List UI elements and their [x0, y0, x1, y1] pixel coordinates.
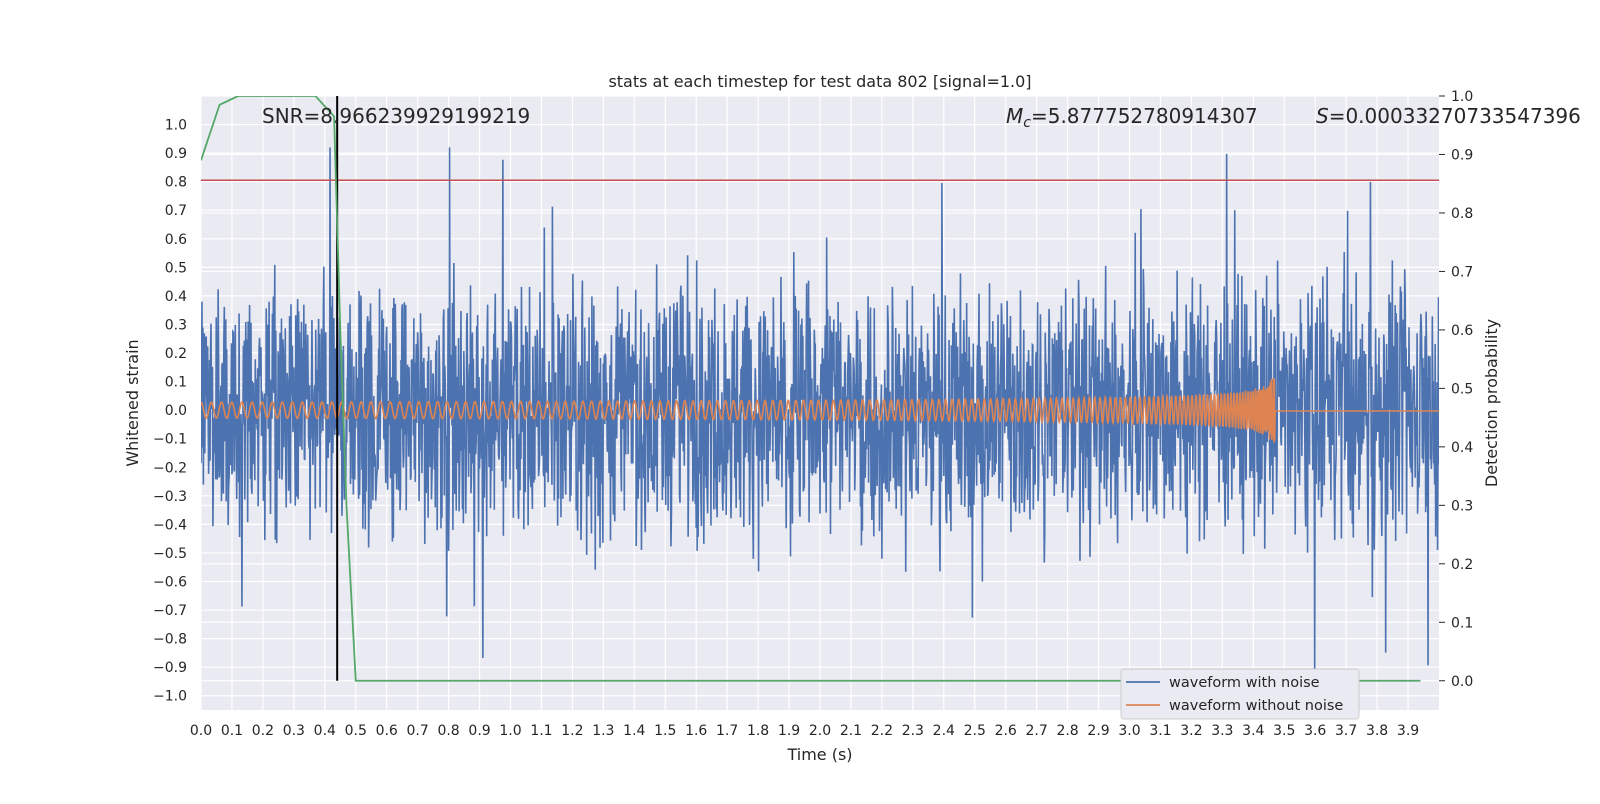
- x-tick-0.8: 0.8: [437, 723, 459, 739]
- y-right-tick: 0.4: [1451, 440, 1473, 456]
- x-tick-3.6: 3.6: [1304, 723, 1326, 739]
- y-right-tick: 0.1: [1451, 615, 1473, 631]
- y-left-tick: 0.1: [165, 375, 187, 391]
- x-tick-1.0: 1.0: [499, 723, 521, 739]
- series-waveform-with-noise: [201, 147, 1439, 682]
- x-tick-1.6: 1.6: [685, 723, 707, 739]
- y-axis-right-ticks: 1.0 0.9 0.8 0.7 0.6 0.5 0.4 0.3 0.2 0.1 0.0: [1439, 89, 1473, 690]
- x-tick-1.8: 1.8: [747, 723, 769, 739]
- x-tick-2.8: 2.8: [1056, 723, 1078, 739]
- y-left-tick: 0.5: [165, 260, 187, 276]
- x-tick-2.3: 2.3: [902, 723, 924, 739]
- x-tick-3.2: 3.2: [1180, 723, 1202, 739]
- x-tick-1.7: 1.7: [716, 723, 738, 739]
- y-left-tick: −0.1: [153, 432, 187, 448]
- x-tick-3.8: 3.8: [1366, 723, 1388, 739]
- x-tick-3.3: 3.3: [1211, 723, 1233, 739]
- x-axis-label: Time (s): [786, 745, 852, 764]
- snr-annotation: SNR=8.966239929199219: [262, 104, 530, 128]
- x-tick-3.7: 3.7: [1335, 723, 1357, 739]
- y-left-tick: −0.5: [153, 546, 187, 562]
- x-tick-0.2: 0.2: [252, 723, 274, 739]
- series-waveform-without-noise: [201, 377, 1439, 443]
- x-tick-2.1: 2.1: [840, 723, 862, 739]
- legend-label-clean: waveform without noise: [1169, 698, 1343, 714]
- y-right-tick: 0.5: [1451, 381, 1473, 397]
- series-detection-probability: [201, 96, 1421, 682]
- y-right-tick: 0.7: [1451, 264, 1473, 280]
- legend: waveform with noise waveform without noi…: [1120, 668, 1360, 720]
- y-axis-left-label: Whitened strain: [123, 339, 142, 466]
- x-tick-3.1: 3.1: [1149, 723, 1171, 739]
- y-left-tick: 0.4: [165, 289, 187, 305]
- y-left-tick: −0.7: [153, 603, 187, 619]
- y-axis-left-ticks: 1.0 0.9 0.8 0.7 0.6 0.5 0.4 0.3 0.2 0.1 0.0 −0.1 −0.…: [153, 118, 187, 705]
- y-left-tick: 0.8: [165, 175, 187, 191]
- x-tick-2.7: 2.7: [1026, 723, 1048, 739]
- y-right-tick: 0.3: [1451, 498, 1473, 514]
- x-tick-1.3: 1.3: [592, 723, 614, 739]
- x-tick-0.3: 0.3: [283, 723, 305, 739]
- y-right-tick: 0.8: [1451, 206, 1473, 222]
- x-tick-2.4: 2.4: [933, 723, 955, 739]
- y-left-tick: 0.6: [165, 232, 187, 248]
- x-axis-ticks: 0.0 0.1 0.2 0.3 0.4 0.5 0.6 0.7 0.8 0.9 1.0 1.1 1.2 1…: [190, 723, 1419, 739]
- x-tick-1.4: 1.4: [623, 723, 645, 739]
- y-right-tick: 0.2: [1451, 557, 1473, 573]
- x-tick-0.5: 0.5: [345, 723, 367, 739]
- y-right-tick: 0.6: [1451, 323, 1473, 339]
- x-tick-0.7: 0.7: [407, 723, 429, 739]
- legend-box: [1120, 668, 1360, 720]
- y-axis-right-label: Detection probability: [1482, 319, 1501, 487]
- chirp-mass-annotation: Mc=5.877752780914307: [1006, 104, 1258, 131]
- y-left-tick: 0.3: [165, 317, 187, 333]
- x-tick-0.4: 0.4: [314, 723, 336, 739]
- s-annotation: S=0.00033270733547396: [1316, 104, 1581, 128]
- y-left-tick: −0.8: [153, 632, 187, 648]
- y-left-tick: 0.9: [165, 146, 187, 162]
- x-tick-0.0: 0.0: [190, 723, 212, 739]
- y-left-tick: 0.7: [165, 203, 187, 219]
- x-tick-3.0: 3.0: [1118, 723, 1140, 739]
- x-tick-2.2: 2.2: [871, 723, 893, 739]
- y-right-tick: 1.0: [1451, 89, 1473, 105]
- y-left-tick: −0.2: [153, 460, 187, 476]
- x-tick-3.4: 3.4: [1242, 723, 1264, 739]
- y-left-tick: 0.0: [165, 403, 187, 419]
- y-left-tick: −0.3: [153, 489, 187, 505]
- y-left-tick: −1.0: [153, 689, 187, 705]
- y-left-tick: 1.0: [165, 118, 187, 134]
- x-tick-2.0: 2.0: [809, 723, 831, 739]
- y-left-tick: −0.6: [153, 574, 187, 590]
- x-tick-2.6: 2.6: [995, 723, 1017, 739]
- x-tick-1.5: 1.5: [654, 723, 676, 739]
- x-tick-3.9: 3.9: [1397, 723, 1419, 739]
- legend-label-noise: waveform with noise: [1169, 675, 1320, 691]
- x-tick-1.1: 1.1: [530, 723, 552, 739]
- y-right-tick: 0.0: [1451, 674, 1473, 690]
- x-tick-2.9: 2.9: [1087, 723, 1109, 739]
- y-left-tick: −0.9: [153, 660, 187, 676]
- x-tick-1.9: 1.9: [778, 723, 800, 739]
- y-right-tick: 0.9: [1451, 147, 1473, 163]
- x-tick-3.5: 3.5: [1273, 723, 1295, 739]
- y-left-tick: 0.2: [165, 346, 187, 362]
- x-tick-1.2: 1.2: [561, 723, 583, 739]
- x-tick-0.9: 0.9: [468, 723, 490, 739]
- y-left-tick: −0.4: [153, 517, 187, 533]
- chart-title: stats at each timestep for test data 802…: [608, 72, 1031, 91]
- x-tick-0.6: 0.6: [376, 723, 398, 739]
- x-tick-0.1: 0.1: [221, 723, 243, 739]
- x-tick-2.5: 2.5: [964, 723, 986, 739]
